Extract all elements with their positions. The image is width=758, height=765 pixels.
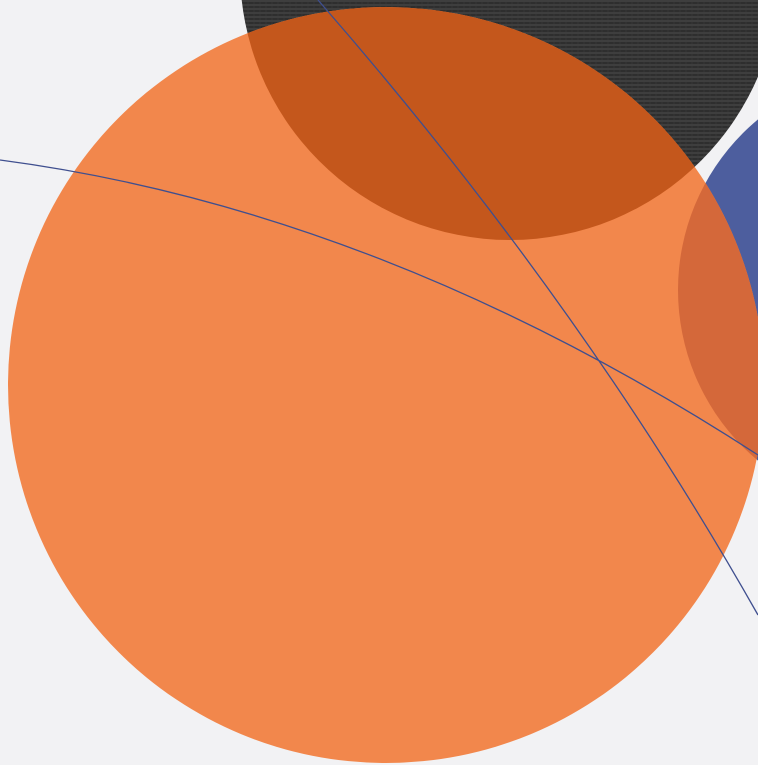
curve-line [0, 159, 758, 456]
curve-line [317, 0, 758, 616]
overlap-fill [240, 7, 758, 240]
dark-overlap [240, 7, 758, 240]
